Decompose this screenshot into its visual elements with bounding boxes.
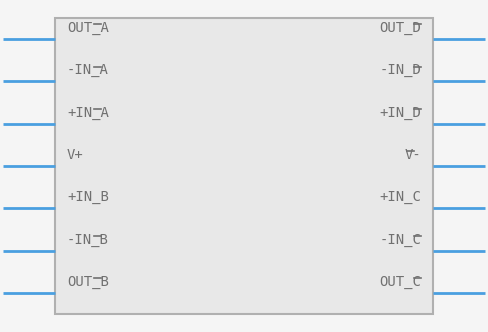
Text: -IN_C: -IN_C	[379, 233, 421, 247]
Text: +IN_D: +IN_D	[379, 106, 421, 120]
Text: OUT_A: OUT_A	[67, 21, 109, 35]
Text: OUT_D: OUT_D	[379, 21, 421, 35]
Text: V-: V-	[404, 148, 421, 162]
Text: -IN_B: -IN_B	[67, 233, 109, 247]
Text: +IN_B: +IN_B	[67, 190, 109, 204]
Text: V+: V+	[67, 148, 84, 162]
Text: OUT_C: OUT_C	[379, 275, 421, 289]
Text: -IN_A: -IN_A	[67, 63, 109, 77]
Text: -IN_D: -IN_D	[379, 63, 421, 77]
Text: OUT_B: OUT_B	[67, 275, 109, 289]
Text: +IN_C: +IN_C	[379, 190, 421, 204]
Text: +IN_A: +IN_A	[67, 106, 109, 120]
Bar	[55, 18, 433, 314]
